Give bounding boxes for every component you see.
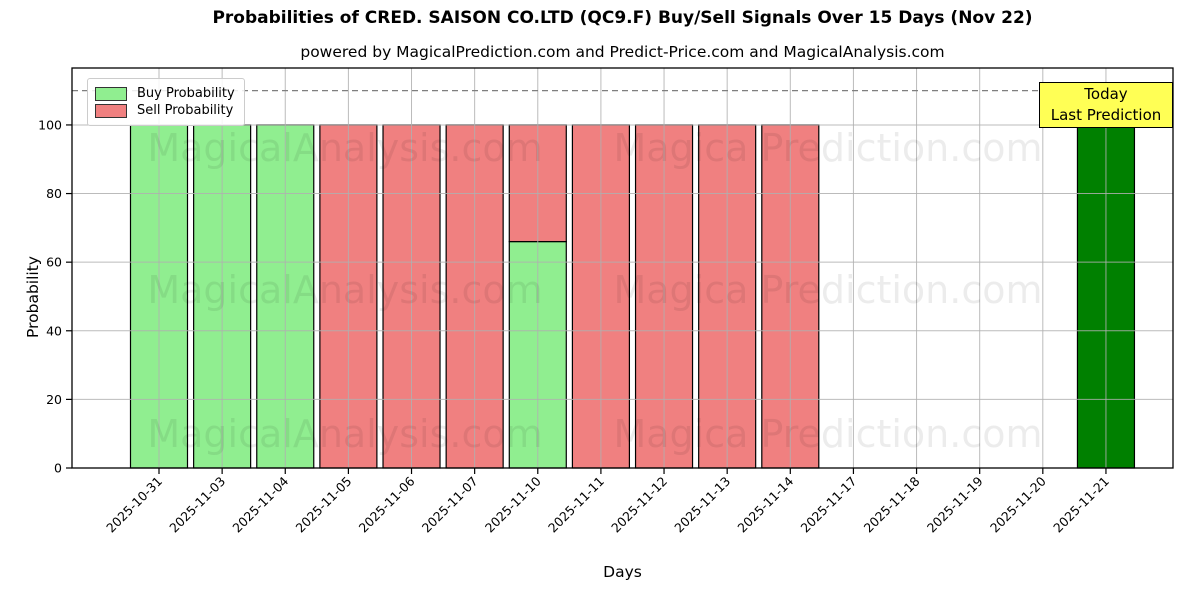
x-tick-label: 2025-11-17	[798, 474, 860, 536]
today-annotation-line2: Last Prediction	[1050, 106, 1162, 124]
x-tick-label: 2025-11-07	[419, 474, 481, 536]
x-tick-label: 2025-11-20	[987, 473, 1049, 535]
chart-title: Probabilities of CRED. SAISON CO.LTD (QC…	[212, 8, 1033, 28]
watermark-text: Magica Prediction.com	[613, 268, 1042, 312]
plot-border	[71, 67, 1174, 469]
x-tick-label: 2025-11-04	[229, 473, 291, 535]
y-tick-label: 0	[54, 461, 62, 476]
y-axis-label: Probability	[24, 256, 42, 338]
x-tick-label: 2025-11-05	[293, 474, 355, 536]
watermark-text: MagicalAnalysis.com	[147, 268, 542, 312]
y-tick-label: 20	[46, 392, 62, 407]
watermark-text: Magica Prediction.com	[613, 412, 1042, 456]
today-annotation: Today Last Prediction	[1039, 82, 1173, 128]
legend-item-sell: Sell Probability	[95, 102, 236, 119]
y-tick-label: 100	[38, 117, 62, 132]
x-tick-label: 2025-11-12	[608, 474, 670, 536]
legend-item-buy: Buy Probability	[95, 85, 236, 102]
x-axis-label: Days	[603, 563, 642, 581]
sell-swatch-icon	[95, 103, 127, 118]
legend: Buy Probability Sell Probability	[87, 78, 245, 126]
x-tick-label: 2025-11-14	[734, 473, 796, 535]
buy-swatch-icon	[95, 86, 127, 101]
x-tick-label: 2025-11-03	[166, 474, 228, 536]
x-tick-label: 2025-11-06	[356, 473, 418, 535]
legend-label-sell: Sell Probability	[137, 103, 234, 118]
x-tick-label: 2025-11-21	[1050, 474, 1112, 536]
today-annotation-line1: Today	[1084, 85, 1128, 103]
y-tick-label: 40	[46, 323, 62, 338]
x-tick-label: 2025-11-13	[671, 474, 733, 536]
x-tick-label: 2025-11-18	[861, 473, 923, 535]
legend-label-buy: Buy Probability	[137, 86, 235, 101]
watermark-text: MagicalAnalysis.com	[147, 412, 542, 456]
watermark-text: Magica Prediction.com	[613, 126, 1042, 170]
watermark-text: MagicalAnalysis.com	[147, 126, 542, 170]
x-tick-label: 2025-11-11	[545, 474, 607, 536]
x-tick-label: 2025-11-10	[482, 473, 544, 535]
y-tick-label: 60	[46, 255, 62, 270]
y-tick-label: 80	[46, 186, 62, 201]
x-tick-label: 2025-10-31	[103, 474, 165, 536]
x-tick-label: 2025-11-19	[924, 473, 986, 535]
chart-subtitle: powered by MagicalPrediction.com and Pre…	[300, 43, 945, 61]
